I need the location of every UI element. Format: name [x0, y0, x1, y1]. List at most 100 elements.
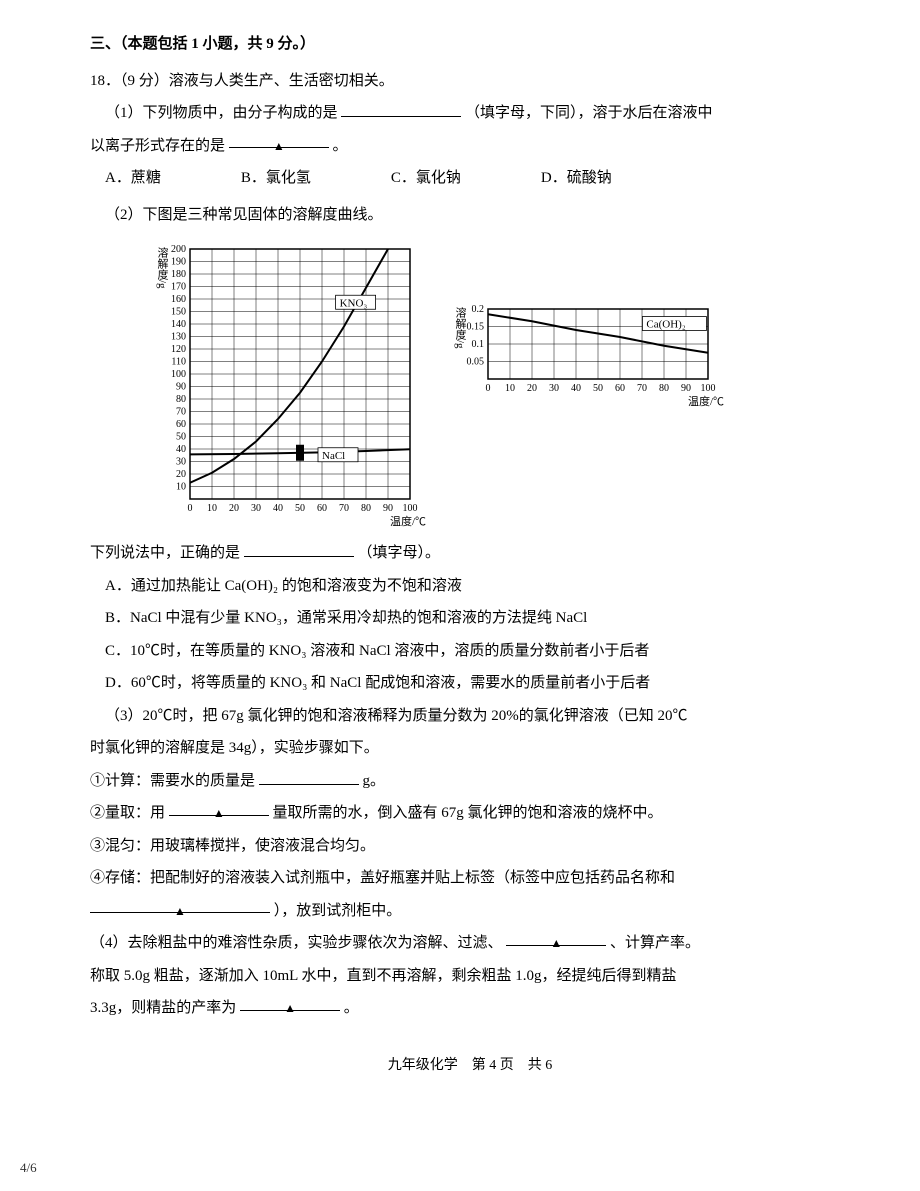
option-c: C．氯化钠 — [391, 164, 461, 193]
svg-text:40: 40 — [571, 383, 581, 394]
svg-text:0.05: 0.05 — [467, 357, 485, 368]
text: ①计算：需要水的质量是 — [90, 773, 255, 789]
svg-text:40: 40 — [273, 503, 283, 514]
q18-p3-intro2: 时氯化钾的溶解度是 34g），实验步骤如下。 — [90, 734, 850, 763]
text: 3.3g，则精盐的产率为 — [90, 1000, 236, 1016]
q18-p1c: 以离子形式存在的是 。 — [90, 132, 850, 161]
blank — [341, 101, 461, 118]
chart-kno3-nacl: 0102030405060708090100102030405060708090… — [150, 239, 430, 529]
solubility-charts: 0102030405060708090100102030405060708090… — [150, 239, 850, 529]
svg-text:50: 50 — [176, 432, 186, 443]
svg-text:0: 0 — [188, 503, 193, 514]
svg-text:80: 80 — [659, 383, 669, 394]
option-b: B．氯化氢 — [241, 164, 311, 193]
svg-text:150: 150 — [171, 307, 186, 318]
blank — [244, 541, 354, 558]
text: 。 — [344, 1000, 359, 1016]
text: 下列说法中，正确的是 — [90, 545, 240, 561]
blank — [229, 132, 329, 149]
svg-text:190: 190 — [171, 257, 186, 268]
text: 量取所需的水，倒入盛有 67g 氯化钾的饱和溶液的烧杯中。 — [273, 805, 663, 821]
svg-text:30: 30 — [251, 503, 261, 514]
svg-text:30: 30 — [549, 383, 559, 394]
svg-text:100: 100 — [403, 503, 418, 514]
svg-text:100: 100 — [701, 383, 716, 394]
svg-text:溶解度/g: 溶解度/g — [156, 246, 169, 289]
chart-caoh2: 0 10 20 30 40 50 60 70 80 90 100 0.05 0.1 0.15 0.2 溶解度/… — [450, 299, 730, 419]
svg-text:80: 80 — [361, 503, 371, 514]
svg-text:40: 40 — [176, 444, 186, 455]
q18-p3-s4: ④存储：把配制好的溶液装入试剂瓶中，盖好瓶塞并贴上标签（标签中应包括药品名称和 — [90, 864, 850, 893]
q18-p1: （1）下列物质中，由分子构成的是 （填字母，下同），溶于水后在溶液中 — [90, 99, 850, 128]
stmt-c: C．10℃时，在等质量的 KNO₃ 溶液和 NaCl 溶液中，溶质的质量分数前者… — [90, 637, 850, 666]
page-footer: 九年级化学 第 4 页 共 6 — [90, 1053, 850, 1080]
svg-text:20: 20 — [229, 503, 239, 514]
q18-p3-s2: ②量取：用 量取所需的水，倒入盛有 67g 氯化钾的饱和溶液的烧杯中。 — [90, 799, 850, 828]
svg-text:0.2: 0.2 — [472, 304, 485, 315]
q18-p3-s1: ①计算：需要水的质量是 g。 — [90, 767, 850, 796]
svg-text:NaCl: NaCl — [322, 450, 345, 462]
svg-text:30: 30 — [176, 457, 186, 468]
svg-text:0.1: 0.1 — [472, 339, 485, 350]
q18-number: 18．（9 分）溶液与人类生产、生活密切相关。 — [90, 67, 850, 96]
svg-text:200: 200 — [171, 244, 186, 255]
q18-p3-s4b: ），放到试剂柜中。 — [90, 897, 850, 926]
svg-text:70: 70 — [637, 383, 647, 394]
option-d: D．硫酸钠 — [541, 164, 612, 193]
svg-text:110: 110 — [171, 357, 186, 368]
svg-text:70: 70 — [176, 407, 186, 418]
svg-text:温度/℃: 温度/℃ — [390, 514, 426, 528]
svg-text:70: 70 — [339, 503, 349, 514]
svg-text:20: 20 — [176, 469, 186, 480]
stmt-b: B．NaCl 中混有少量 KNO₃，通常采用冷却热的饱和溶液的方法提纯 NaCl — [90, 604, 850, 633]
text: 。 — [333, 138, 348, 154]
blank — [240, 994, 340, 1011]
svg-text:0.15: 0.15 — [467, 322, 485, 333]
text: 、计算产率。 — [610, 935, 700, 951]
text: （4）去除粗盐中的难溶性杂质，实验步骤依次为溶解、过滤、 — [90, 935, 503, 951]
text: g。 — [363, 773, 386, 789]
svg-text:温度/℃: 温度/℃ — [688, 394, 724, 408]
svg-text:10: 10 — [176, 482, 186, 493]
q18-p4d: 3.3g，则精盐的产率为 。 — [90, 994, 850, 1023]
svg-text:90: 90 — [681, 383, 691, 394]
svg-text:0: 0 — [486, 383, 491, 394]
q18-p4c: 称取 5.0g 粗盐，逐渐加入 10mL 水中，直到不再溶解，剩余粗盐 1.0g… — [90, 962, 850, 991]
stmt-a: A．通过加热能让 Ca(OH)₂ 的饱和溶液变为不饱和溶液 — [90, 572, 850, 601]
svg-text:90: 90 — [176, 382, 186, 393]
svg-text:50: 50 — [295, 503, 305, 514]
stmt-d: D．60℃时，将等质量的 KNO₃ 和 NaCl 配成饱和溶液，需要水的质量前者… — [90, 669, 850, 698]
text: （填字母，下同），溶于水后在溶液中 — [465, 105, 713, 121]
page-indicator: 4/6 — [20, 1156, 37, 1181]
svg-text:100: 100 — [171, 369, 186, 380]
svg-text:10: 10 — [505, 383, 515, 394]
svg-text:20: 20 — [527, 383, 537, 394]
q18-p3-s3: ③混匀：用玻璃棒搅拌，使溶液混合均匀。 — [90, 832, 850, 861]
section-title: 三、（本题包括 1 小题，共 9 分。） — [90, 30, 850, 59]
svg-text:90: 90 — [383, 503, 393, 514]
svg-text:10: 10 — [207, 503, 217, 514]
svg-text:60: 60 — [176, 419, 186, 430]
svg-text:KNO₃: KNO₃ — [340, 297, 368, 309]
svg-text:溶解度/g: 溶解度/g — [454, 306, 467, 349]
q18-p1-options: A．蔗糖 B．氯化氢 C．氯化钠 D．硫酸钠 — [90, 164, 850, 193]
option-a: A．蔗糖 — [105, 164, 161, 193]
text: （填字母）。 — [358, 545, 441, 561]
svg-text:80: 80 — [176, 394, 186, 405]
q18-p2: （2）下图是三种常见固体的溶解度曲线。 — [90, 201, 850, 230]
text: ），放到试剂柜中。 — [274, 903, 402, 919]
svg-text:60: 60 — [615, 383, 625, 394]
svg-text:140: 140 — [171, 319, 186, 330]
q18-p4a: （4）去除粗盐中的难溶性杂质，实验步骤依次为溶解、过滤、 、计算产率。 — [90, 929, 850, 958]
svg-text:180: 180 — [171, 269, 186, 280]
text: （1）下列物质中，由分子构成的是 — [105, 105, 338, 121]
blank — [169, 799, 269, 816]
blank — [506, 929, 606, 946]
q18-p2-after: 下列说法中，正确的是 （填字母）。 — [90, 539, 850, 568]
svg-text:170: 170 — [171, 282, 186, 293]
svg-text:160: 160 — [171, 294, 186, 305]
blank — [90, 897, 270, 914]
q18-p3-intro: （3）20℃时，把 67g 氯化钾的饱和溶液稀释为质量分数为 20%的氯化钾溶液… — [90, 702, 850, 731]
svg-text:130: 130 — [171, 332, 186, 343]
svg-text:50: 50 — [593, 383, 603, 394]
